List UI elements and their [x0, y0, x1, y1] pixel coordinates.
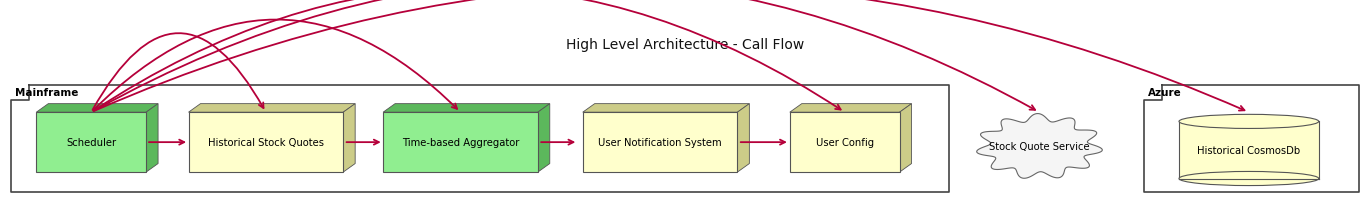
- Polygon shape: [384, 104, 549, 113]
- Polygon shape: [11, 85, 949, 192]
- Text: Mainframe: Mainframe: [15, 88, 78, 98]
- Polygon shape: [1144, 85, 1359, 192]
- Bar: [789, 113, 900, 172]
- Polygon shape: [737, 104, 749, 172]
- Ellipse shape: [1180, 115, 1319, 129]
- Polygon shape: [538, 104, 549, 172]
- Polygon shape: [582, 104, 749, 113]
- Polygon shape: [900, 104, 911, 172]
- Text: User Config: User Config: [815, 137, 874, 147]
- Text: Stock Quote Service: Stock Quote Service: [989, 142, 1089, 152]
- Text: Scheduler: Scheduler: [66, 137, 116, 147]
- Bar: [189, 113, 344, 172]
- Polygon shape: [189, 104, 355, 113]
- Text: Historical CosmosDb: Historical CosmosDb: [1197, 145, 1300, 155]
- Polygon shape: [37, 104, 158, 113]
- Bar: [582, 113, 737, 172]
- Text: User Notification System: User Notification System: [599, 137, 722, 147]
- Polygon shape: [977, 114, 1103, 178]
- Polygon shape: [147, 104, 158, 172]
- Bar: [1180, 122, 1319, 179]
- Polygon shape: [789, 104, 911, 113]
- Ellipse shape: [1180, 172, 1319, 186]
- Text: Azure: Azure: [1148, 88, 1182, 98]
- Polygon shape: [344, 104, 355, 172]
- Text: Historical Stock Quotes: Historical Stock Quotes: [208, 137, 323, 147]
- Text: High Level Architecture - Call Flow: High Level Architecture - Call Flow: [566, 38, 804, 52]
- Text: Time-based Aggregator: Time-based Aggregator: [401, 137, 519, 147]
- Bar: [37, 113, 147, 172]
- Bar: [384, 113, 538, 172]
